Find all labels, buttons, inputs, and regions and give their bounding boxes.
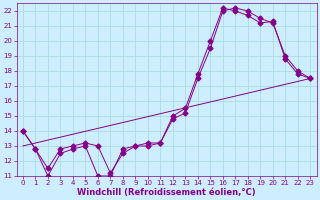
X-axis label: Windchill (Refroidissement éolien,°C): Windchill (Refroidissement éolien,°C) <box>77 188 256 197</box>
